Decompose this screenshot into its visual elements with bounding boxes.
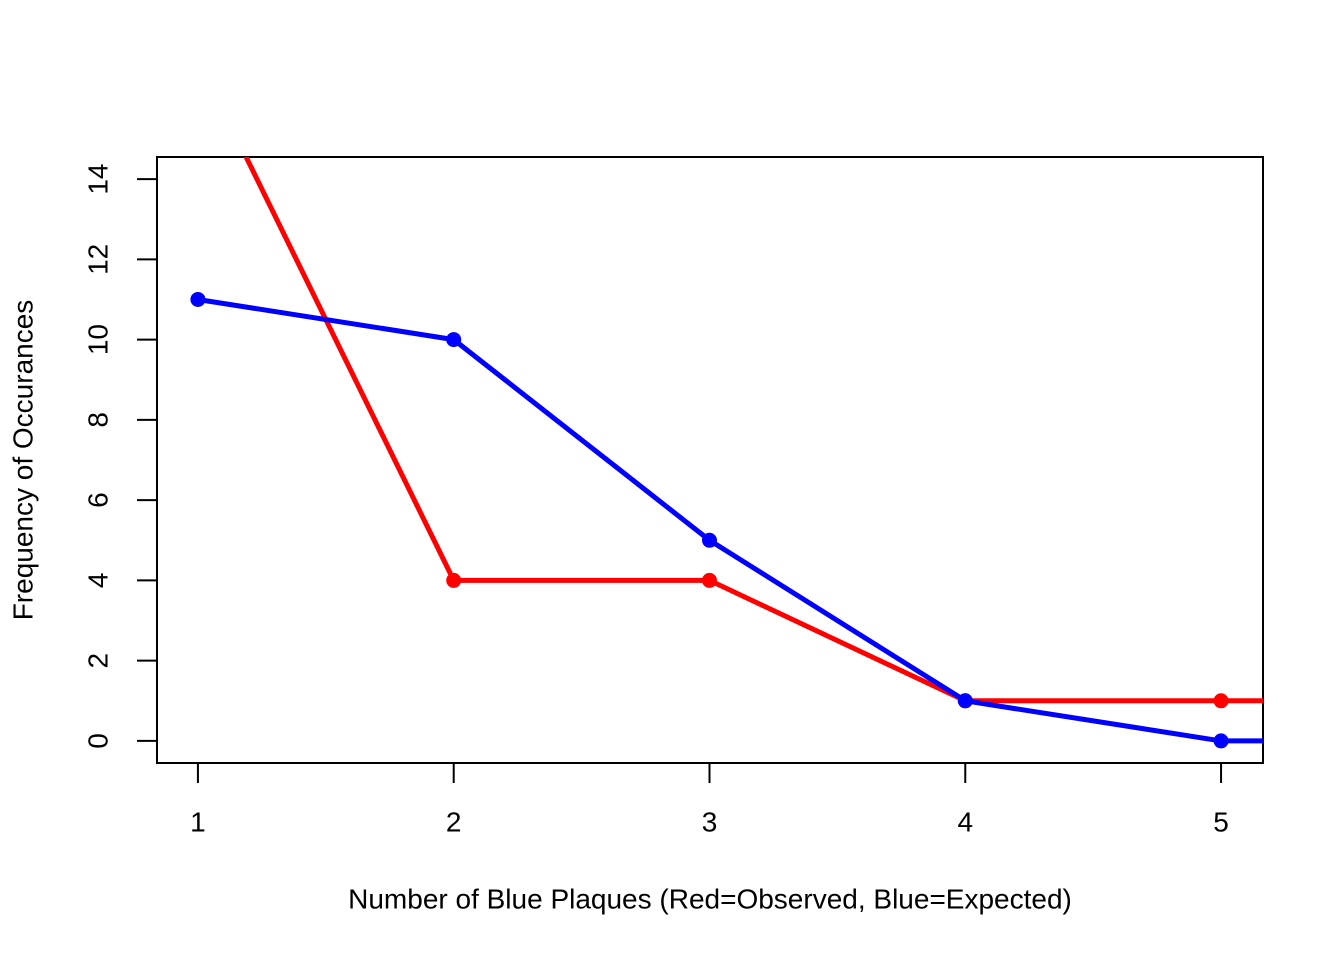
- x-tick-label: 5: [1213, 806, 1229, 837]
- y-tick-label: 12: [82, 244, 113, 275]
- series-line: [197, 297, 1263, 744]
- plot-frame: [156, 156, 1264, 764]
- plot-area: [190, 53, 1263, 749]
- point: [192, 53, 204, 65]
- y-tick-label: 6: [82, 492, 113, 508]
- point: [446, 572, 462, 588]
- point: [446, 332, 462, 348]
- point: [1213, 693, 1229, 709]
- point: [1213, 733, 1229, 749]
- y-tick-label: 10: [82, 324, 113, 355]
- x-tick-label: 4: [957, 806, 973, 837]
- point: [701, 572, 717, 588]
- x-tick-label: 3: [702, 806, 718, 837]
- y-tick-label: 14: [82, 163, 113, 194]
- y-axis-label: Frequency of Occurances: [7, 300, 38, 621]
- y-tick-label: 0: [82, 733, 113, 749]
- x-axis-label: Number of Blue Plaques (Red=Observed, Bl…: [348, 883, 1072, 914]
- y-tick-label: 8: [82, 412, 113, 428]
- y-tick-label: 2: [82, 653, 113, 669]
- point: [701, 532, 717, 548]
- point: [957, 693, 973, 709]
- x-tick-label: 1: [190, 806, 206, 837]
- y-tick-label: 4: [82, 573, 113, 589]
- series-line: [243, 157, 1263, 704]
- x-tick-label: 2: [446, 806, 462, 837]
- point: [190, 291, 206, 307]
